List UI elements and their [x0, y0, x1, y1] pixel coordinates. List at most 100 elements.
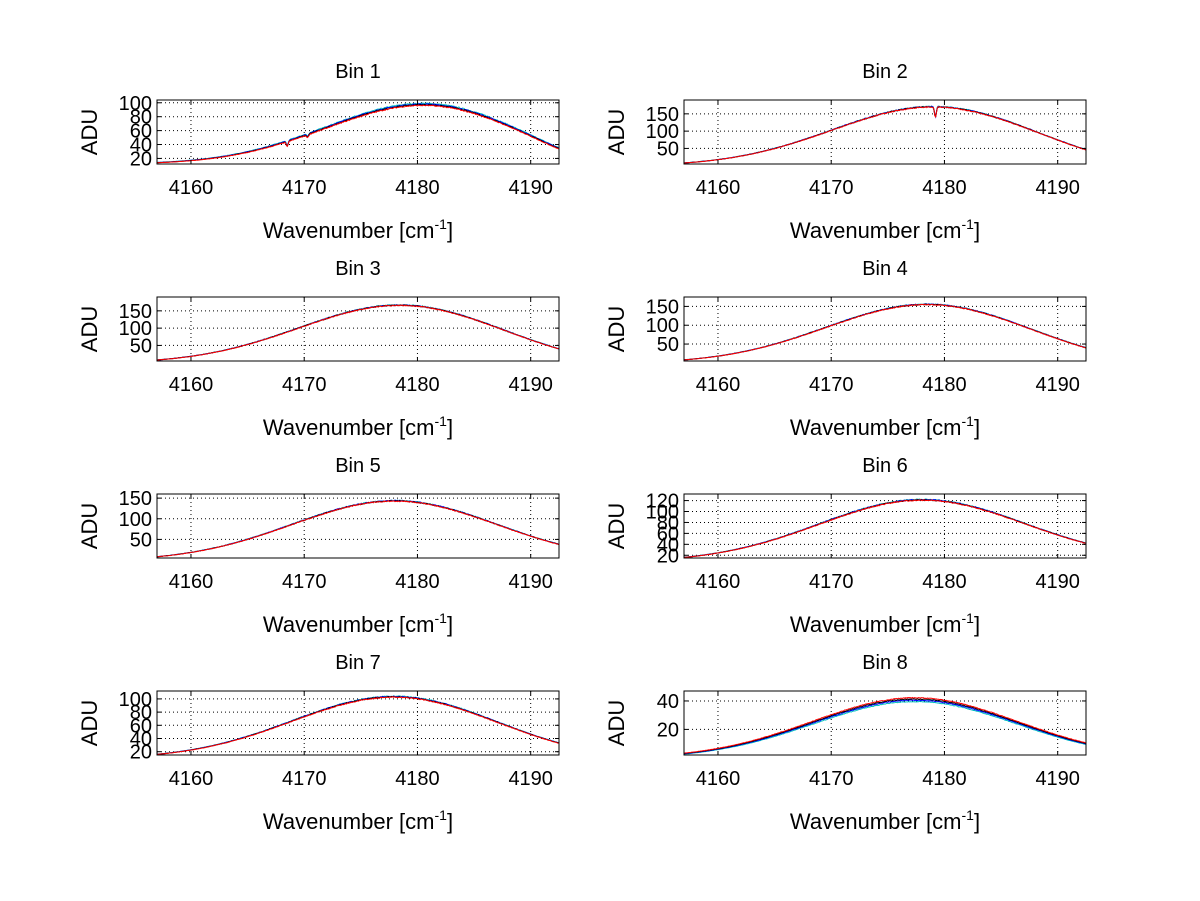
x-axis-label-sup: -1 [435, 413, 448, 429]
plot-box [683, 690, 1087, 756]
series-line-4 [683, 303, 1087, 361]
plot-box [683, 296, 1087, 362]
x-axis-label-main: Wavenumber [cm [790, 218, 962, 243]
x-axis-label: Wavenumber [cm-1] [790, 807, 980, 834]
x-tick-label: 4170 [809, 374, 854, 396]
y-tick-label: 20 [657, 719, 679, 741]
y-tick-label: 80 [130, 702, 152, 724]
y-tick-label: 150 [119, 301, 152, 323]
series-line-2 [683, 699, 1087, 755]
x-tick-label: 4170 [282, 571, 327, 593]
x-tick-label: 4190 [1035, 374, 1080, 396]
x-tick-label: 4160 [169, 374, 214, 396]
x-axis-label-tail: ] [974, 415, 980, 440]
subplot-title: Bin 8 [862, 652, 908, 674]
x-tick-label: 4160 [696, 768, 741, 790]
y-tick-label: 100 [119, 318, 152, 340]
x-axis-label-sup: -1 [435, 807, 448, 823]
x-tick-label: 4190 [508, 374, 553, 396]
subplot-title: Bin 3 [335, 258, 381, 280]
x-tick-label: 4180 [395, 374, 440, 396]
series-line-1 [683, 700, 1087, 755]
y-tick-label: 150 [119, 488, 152, 510]
x-tick-label: 4180 [922, 374, 967, 396]
x-tick-label: 4180 [395, 571, 440, 593]
x-axis-label-tail: ] [447, 415, 453, 440]
subplot-title: Bin 5 [335, 455, 381, 477]
series-line-4 [156, 304, 560, 361]
x-axis-label: Wavenumber [cm-1] [263, 216, 453, 243]
x-axis-label: Wavenumber [cm-1] [263, 610, 453, 637]
series-line-4 [683, 499, 1087, 558]
x-axis-label-main: Wavenumber [cm [790, 612, 962, 637]
x-axis-label-sup: -1 [962, 610, 975, 626]
subplot-title: Bin 2 [862, 61, 908, 83]
x-axis-label-tail: ] [447, 612, 453, 637]
x-axis-label-sup: -1 [962, 216, 975, 232]
x-tick-label: 4190 [508, 768, 553, 790]
x-axis-label-main: Wavenumber [cm [790, 809, 962, 834]
x-axis-label-tail: ] [974, 809, 980, 834]
x-tick-label: 4170 [809, 571, 854, 593]
x-axis-label-main: Wavenumber [cm [263, 612, 435, 637]
x-axis-label-tail: ] [974, 612, 980, 637]
x-tick-label: 4160 [169, 571, 214, 593]
y-axis-label: ADU [77, 503, 102, 549]
plot-box [156, 690, 560, 756]
x-tick-label: 4180 [395, 768, 440, 790]
x-axis-label-sup: -1 [962, 413, 975, 429]
y-tick-label: 50 [657, 334, 679, 356]
y-tick-label: 100 [119, 93, 152, 115]
y-axis-label: ADU [604, 109, 629, 155]
x-tick-label: 4180 [395, 177, 440, 199]
plot-box [156, 493, 560, 559]
y-tick-label: 50 [130, 335, 152, 357]
x-axis-label-tail: ] [447, 218, 453, 243]
x-tick-label: 4160 [169, 768, 214, 790]
x-axis-label: Wavenumber [cm-1] [263, 807, 453, 834]
y-tick-label: 100 [119, 689, 152, 711]
subplot-title: Bin 4 [862, 258, 908, 280]
plot-box [156, 99, 560, 165]
x-tick-label: 4170 [282, 374, 327, 396]
x-tick-label: 4190 [1035, 768, 1080, 790]
x-tick-label: 4160 [169, 177, 214, 199]
plot-box [683, 493, 1087, 559]
y-axis-label: ADU [77, 109, 102, 155]
y-tick-label: 100 [119, 509, 152, 531]
x-tick-label: 4160 [696, 374, 741, 396]
y-tick-label: 40 [657, 534, 679, 556]
series-line-4 [156, 104, 560, 164]
y-tick-label: 60 [130, 715, 152, 737]
x-axis-label: Wavenumber [cm-1] [790, 610, 980, 637]
series-line-4 [156, 696, 560, 755]
y-tick-label: 150 [646, 296, 679, 318]
x-tick-label: 4160 [696, 571, 741, 593]
subplot-title: Bin 1 [335, 61, 381, 83]
x-tick-label: 4160 [696, 177, 741, 199]
y-axis-label: ADU [604, 503, 629, 549]
x-axis-label-main: Wavenumber [cm [263, 415, 435, 440]
y-tick-label: 20 [657, 545, 679, 567]
y-tick-label: 40 [130, 135, 152, 157]
x-tick-label: 4190 [1035, 177, 1080, 199]
x-axis-label-main: Wavenumber [cm [790, 415, 962, 440]
plot-box [156, 296, 560, 362]
plot-box [683, 99, 1087, 165]
y-tick-label: 60 [130, 121, 152, 143]
x-tick-label: 4190 [508, 571, 553, 593]
x-axis-label-sup: -1 [435, 216, 448, 232]
y-tick-label: 50 [130, 529, 152, 551]
x-tick-label: 4170 [282, 768, 327, 790]
series-line-4 [683, 696, 1087, 754]
y-tick-label: 20 [130, 148, 152, 170]
y-tick-label: 50 [657, 138, 679, 160]
subplot-title: Bin 6 [862, 455, 908, 477]
y-tick-label: 100 [646, 502, 679, 524]
x-tick-label: 4170 [282, 177, 327, 199]
